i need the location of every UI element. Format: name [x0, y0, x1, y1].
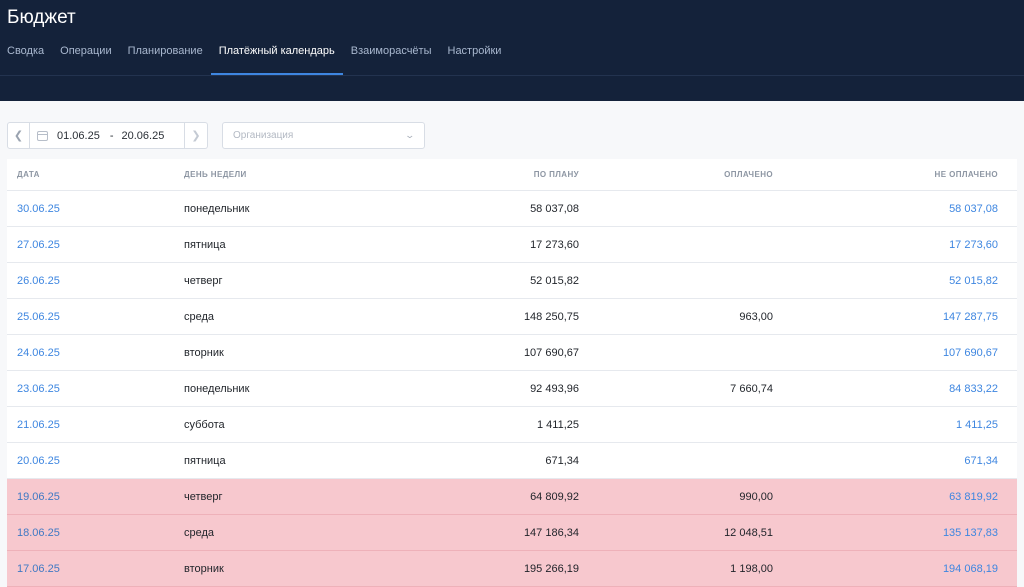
cell-weekday: суббота	[184, 418, 225, 431]
date-to: 20.06.25	[121, 129, 165, 142]
calendar-icon	[37, 130, 48, 141]
cell-unpaid[interactable]: 671,34	[964, 454, 998, 467]
tab-settings[interactable]: Настройки	[447, 45, 502, 57]
date-range-picker[interactable]: 01.06.25 - 20.06.25	[30, 122, 185, 149]
table-row[interactable]: 18.06.25 среда 147 186,34 12 048,51 135 137,…	[7, 515, 1017, 551]
cell-date[interactable]: 26.06.25	[17, 274, 60, 287]
table-row[interactable]: 21.06.25 суббота 1 411,25 1 411,25	[7, 407, 1017, 443]
cell-planned: 52 015,82	[530, 274, 579, 287]
cell-date[interactable]: 17.06.25	[17, 562, 60, 575]
cell-unpaid[interactable]: 52 015,82	[949, 274, 998, 287]
cell-unpaid[interactable]: 135 137,83	[942, 526, 998, 539]
cell-weekday: пятница	[184, 454, 226, 467]
app-header: Бюджет Сводка Операции Планирование Плат…	[0, 0, 1024, 101]
date-separator: -	[109, 129, 114, 142]
table-body: 30.06.25 понедельник 58 037,08 58 037,08 27.…	[7, 191, 1017, 587]
prev-period-button[interactable]: ❮	[7, 122, 30, 149]
cell-paid: 990,00	[739, 490, 773, 503]
cell-unpaid[interactable]: 107 690,67	[942, 346, 998, 359]
table-row[interactable]: 26.06.25 четверг 52 015,82 52 015,82	[7, 263, 1017, 299]
cell-weekday: четверг	[184, 274, 223, 287]
cell-planned: 58 037,08	[530, 202, 579, 215]
cell-weekday: вторник	[184, 346, 224, 359]
cell-weekday: вторник	[184, 562, 224, 575]
tab-operations[interactable]: Операции	[60, 45, 112, 57]
cell-date[interactable]: 21.06.25	[17, 418, 60, 431]
cell-paid: 963,00	[739, 310, 773, 323]
table-row[interactable]: 24.06.25 вторник 107 690,67 107 690,67	[7, 335, 1017, 371]
cell-unpaid[interactable]: 17 273,60	[949, 238, 998, 251]
cell-weekday: понедельник	[184, 202, 250, 215]
cell-date[interactable]: 19.06.25	[17, 490, 60, 503]
header-weekday[interactable]: ДЕНЬ НЕДЕЛИ	[184, 170, 247, 179]
cell-weekday: понедельник	[184, 382, 250, 395]
cell-planned: 92 493,96	[530, 382, 579, 395]
cell-planned: 147 186,34	[523, 526, 579, 539]
header-paid[interactable]: ОПЛАЧЕНО	[724, 170, 773, 179]
chevron-down-icon: ⌄	[404, 130, 416, 140]
cell-weekday: пятница	[184, 238, 226, 251]
cell-planned: 195 266,19	[523, 562, 579, 575]
cell-unpaid[interactable]: 84 833,22	[949, 382, 998, 395]
cell-weekday: среда	[184, 310, 215, 323]
cell-unpaid[interactable]: 147 287,75	[942, 310, 998, 323]
header-date[interactable]: ДАТА	[17, 170, 40, 179]
table-row[interactable]: 25.06.25 среда 148 250,75 963,00 147 287,75	[7, 299, 1017, 335]
tab-summary[interactable]: Сводка	[7, 45, 45, 57]
cell-planned: 671,34	[545, 454, 579, 467]
cell-unpaid[interactable]: 194 068,19	[942, 562, 998, 575]
main-tabs: Сводка Операции Планирование Платёжный к…	[0, 44, 509, 75]
cell-paid: 1 198,00	[730, 562, 773, 575]
table-row[interactable]: 30.06.25 понедельник 58 037,08 58 037,08	[7, 191, 1017, 227]
cell-date[interactable]: 20.06.25	[17, 454, 60, 467]
cell-unpaid[interactable]: 63 819,92	[949, 490, 998, 503]
organization-select[interactable]: Организация ⌄	[222, 122, 425, 149]
cell-planned: 148 250,75	[523, 310, 579, 323]
date-from: 01.06.25	[57, 129, 100, 142]
table-row[interactable]: 20.06.25 пятница 671,34 671,34	[7, 443, 1017, 479]
tab-payment-calendar[interactable]: Платёжный календарь	[210, 44, 343, 75]
cell-weekday: четверг	[184, 490, 223, 503]
cell-unpaid[interactable]: 1 411,25	[955, 418, 998, 431]
table-header: ДАТА ДЕНЬ НЕДЕЛИ ПО ПЛАНУ ОПЛАЧЕНО НЕ ОП…	[7, 159, 1017, 191]
header-unpaid[interactable]: НЕ ОПЛАЧЕНО	[934, 170, 998, 179]
cell-paid: 12 048,51	[724, 526, 773, 539]
cell-unpaid[interactable]: 58 037,08	[949, 202, 998, 215]
table-row[interactable]: 19.06.25 четверг 64 809,92 990,00 63 819,92	[7, 479, 1017, 515]
header-planned[interactable]: ПО ПЛАНУ	[533, 170, 579, 179]
cell-paid: 7 660,74	[730, 382, 773, 395]
table-row[interactable]: 17.06.25 вторник 195 266,19 1 198,00 194 068…	[7, 551, 1017, 587]
tab-divider	[0, 75, 1024, 76]
cell-date[interactable]: 27.06.25	[17, 238, 60, 251]
filter-toolbar: ❮ 01.06.25 - 20.06.25 ❯ Организация ⌄	[7, 122, 425, 149]
cell-date[interactable]: 30.06.25	[17, 202, 60, 215]
cell-date[interactable]: 18.06.25	[17, 526, 60, 539]
cell-planned: 107 690,67	[523, 346, 579, 359]
cell-planned: 64 809,92	[530, 490, 579, 503]
tab-planning[interactable]: Планирование	[127, 45, 203, 57]
tab-settlements[interactable]: Взаиморасчёты	[350, 45, 432, 57]
cell-planned: 17 273,60	[530, 238, 579, 251]
cell-weekday: среда	[184, 526, 215, 539]
organization-placeholder: Организация	[233, 130, 294, 141]
chevron-left-icon: ❮	[13, 130, 24, 142]
cell-planned: 1 411,25	[536, 418, 579, 431]
cell-date[interactable]: 23.06.25	[17, 382, 60, 395]
table-row[interactable]: 23.06.25 понедельник 92 493,96 7 660,74 84 8…	[7, 371, 1017, 407]
cell-date[interactable]: 25.06.25	[17, 310, 60, 323]
payment-calendar-table: ДАТА ДЕНЬ НЕДЕЛИ ПО ПЛАНУ ОПЛАЧЕНО НЕ ОП…	[7, 159, 1017, 587]
table-row[interactable]: 27.06.25 пятница 17 273,60 17 273,60	[7, 227, 1017, 263]
cell-date[interactable]: 24.06.25	[17, 346, 60, 359]
next-period-button[interactable]: ❯	[185, 122, 208, 149]
app-title: Бюджет	[7, 7, 76, 28]
chevron-right-icon: ❯	[191, 130, 201, 142]
